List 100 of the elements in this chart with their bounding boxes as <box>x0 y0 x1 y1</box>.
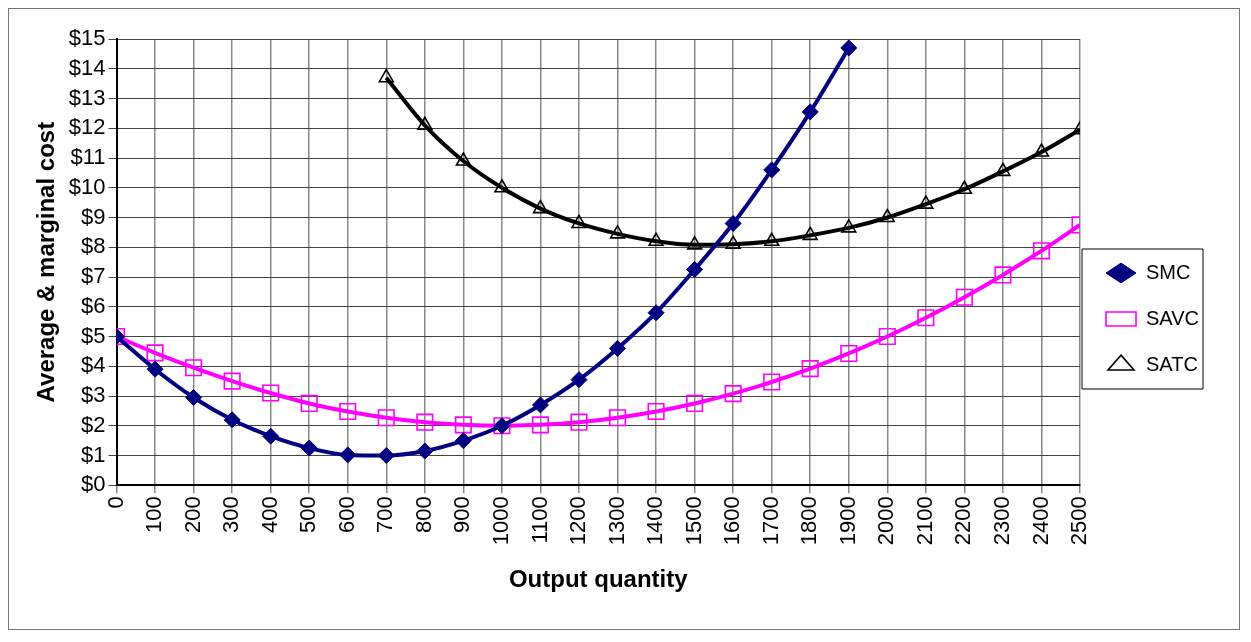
point <box>801 360 819 378</box>
point <box>531 416 550 434</box>
point <box>686 261 704 279</box>
point <box>300 394 318 413</box>
point <box>917 309 935 327</box>
x-tick-label: 300 <box>218 496 244 533</box>
point <box>455 152 472 166</box>
point <box>686 236 703 250</box>
y-tick-label: $15 <box>68 25 106 51</box>
point <box>570 371 588 389</box>
point <box>262 427 280 445</box>
legend-label: SMC <box>1146 260 1191 283</box>
y-tick-label: $12 <box>68 114 106 140</box>
x-tick-label: 1900 <box>834 496 860 546</box>
y-tick-label: $8 <box>81 233 106 259</box>
y-tick-label: $9 <box>81 203 106 229</box>
x-tick-label: 1800 <box>796 496 822 546</box>
point <box>416 413 434 431</box>
point <box>532 199 549 214</box>
point <box>377 409 395 427</box>
x-tick-label: 200 <box>179 496 205 533</box>
x-tick-label: 1000 <box>487 496 513 546</box>
point <box>647 304 665 322</box>
point <box>300 439 318 457</box>
point <box>262 384 280 402</box>
point <box>417 116 433 131</box>
y-tick-label: $11 <box>70 144 106 170</box>
point <box>724 385 742 403</box>
point <box>609 339 627 357</box>
point <box>454 432 472 450</box>
point <box>763 373 781 391</box>
x-tick-label: 1200 <box>565 496 591 546</box>
legend-label: SATC <box>1146 352 1198 375</box>
point <box>185 388 203 406</box>
x-tick-label: 1700 <box>757 496 783 546</box>
x-tick-label: 1500 <box>680 496 706 546</box>
y-tick-label: $6 <box>81 292 106 318</box>
point <box>416 442 434 460</box>
point <box>378 68 395 83</box>
y-tick-label: $13 <box>68 84 106 110</box>
point <box>570 413 588 431</box>
x-tick-label: 2000 <box>873 496 899 546</box>
y-tick-label: $0 <box>81 471 106 497</box>
point <box>802 226 818 241</box>
point <box>648 232 664 247</box>
point <box>494 178 510 193</box>
point <box>608 409 627 427</box>
point <box>763 161 781 179</box>
y-tick-label: $4 <box>81 352 106 378</box>
x-tick-label: 500 <box>295 496 321 533</box>
x-tick-label: 800 <box>410 496 436 533</box>
point <box>955 288 973 306</box>
point <box>995 162 1011 177</box>
point <box>763 232 780 247</box>
point <box>725 235 741 250</box>
y-tick-label: $10 <box>68 173 106 199</box>
point <box>531 396 549 414</box>
x-tick-label: 0 <box>102 496 128 509</box>
point <box>878 327 896 346</box>
x-tick-label: 2400 <box>1027 496 1053 546</box>
point <box>185 359 203 377</box>
x-tick-label: 2200 <box>950 496 976 546</box>
point <box>840 344 858 363</box>
point <box>571 214 587 229</box>
y-tick-label: $7 <box>81 263 106 289</box>
point <box>146 360 164 378</box>
point <box>223 372 241 390</box>
point <box>339 446 357 464</box>
point <box>377 447 395 465</box>
x-tick-label: 1400 <box>642 496 668 546</box>
point <box>647 402 665 421</box>
x-tick-label: 400 <box>256 496 282 533</box>
y-tick-label: $1 <box>81 441 106 467</box>
x-tick-label: 2300 <box>989 496 1014 546</box>
y-tick-label: $5 <box>81 322 106 348</box>
point <box>956 180 973 195</box>
legend-label: SAVC <box>1146 306 1200 329</box>
point <box>1032 242 1051 260</box>
point <box>724 214 742 232</box>
point <box>454 416 472 434</box>
point <box>879 208 896 223</box>
point <box>339 402 357 421</box>
x-tick-label: 700 <box>372 496 398 533</box>
point <box>841 219 857 233</box>
point <box>146 344 164 362</box>
x-tick-label: 2500 <box>1066 496 1092 546</box>
x-tick-label: 1300 <box>603 496 629 546</box>
x-tick-label: 600 <box>333 496 359 533</box>
y-axis-title: Average & marginal cost <box>32 121 60 403</box>
x-tick-label: 1600 <box>719 496 745 546</box>
point <box>1033 143 1050 157</box>
point <box>918 195 934 209</box>
x-axis-title: Output quantity <box>508 565 689 593</box>
point <box>994 266 1012 284</box>
y-tick-label: $14 <box>68 54 106 80</box>
x-tick-label: 900 <box>449 496 475 533</box>
y-tick-label: $3 <box>81 382 106 408</box>
point <box>223 411 241 429</box>
point <box>609 225 626 239</box>
x-tick-label: 2100 <box>911 496 937 546</box>
